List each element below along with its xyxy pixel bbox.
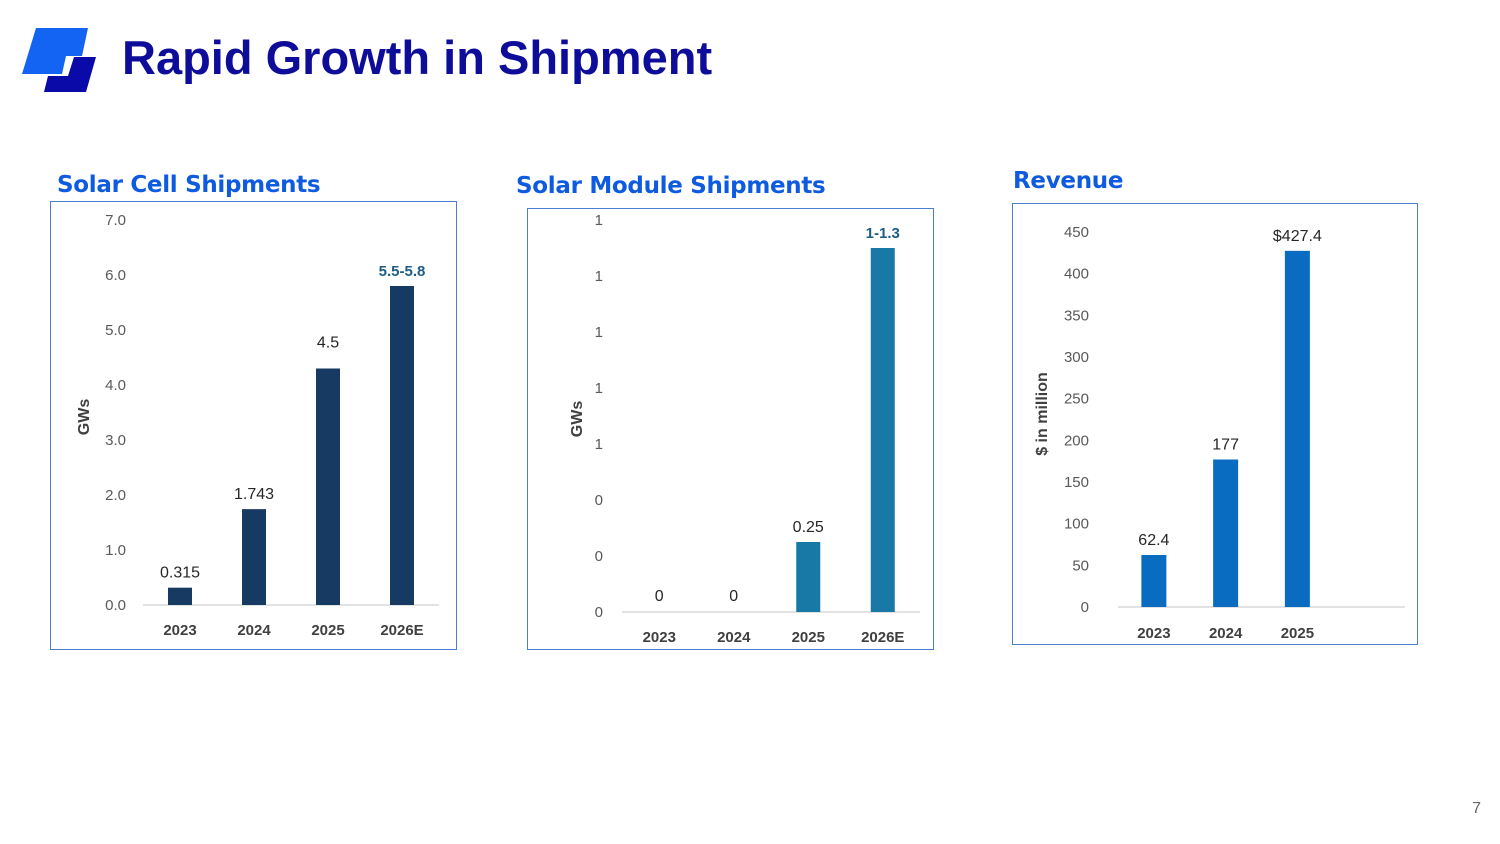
revenue-chart: 0 50 100 150 200 250 300 350 400 450 $ in million 6… bbox=[1012, 203, 1418, 645]
bar-2024 bbox=[242, 509, 266, 605]
y-tick-label: 1.0 bbox=[105, 542, 126, 559]
company-logo-icon bbox=[22, 28, 96, 92]
solar-module-chart-title: Solar Module Shipments bbox=[516, 173, 826, 199]
logo-upper-shape bbox=[22, 28, 88, 74]
solar-cell-chart: 0.0 1.0 2.0 3.0 4.0 5.0 6.0 7.0 GWs 0.315 2023 1.74… bbox=[50, 201, 457, 650]
y-axis-title: GWs bbox=[569, 401, 586, 438]
y-tick-label: 1 bbox=[595, 212, 603, 229]
data-label: 0.315 bbox=[160, 565, 200, 582]
data-label: 177 bbox=[1212, 437, 1239, 454]
y-tick-label: 1 bbox=[595, 324, 603, 341]
solar-module-chart: 0 0 0 1 1 1 1 1 GWs 0 2023 0 2024 0.25 2025 1-1.3 2026E bbox=[527, 208, 934, 650]
data-label: 4.5 bbox=[317, 335, 339, 352]
bar-2023 bbox=[168, 587, 192, 605]
data-label: 0.25 bbox=[793, 519, 824, 536]
y-tick-label: 0 bbox=[595, 548, 603, 565]
data-label: $427.4 bbox=[1273, 228, 1322, 245]
y-tick-label: 100 bbox=[1064, 516, 1089, 533]
y-tick-label: 0 bbox=[595, 604, 603, 621]
x-tick-label: 2026E bbox=[380, 622, 423, 639]
data-label: 0 bbox=[729, 588, 738, 605]
x-tick-label: 2025 bbox=[1281, 625, 1314, 642]
solar-module-chart-svg: 0 0 0 1 1 1 1 1 GWs 0 2023 0 2024 0.25 2025 1-1.3 2026E bbox=[569, 212, 920, 646]
y-tick-label: 0 bbox=[1081, 599, 1089, 616]
page-number: 7 bbox=[1472, 800, 1481, 817]
bar-2026e bbox=[870, 248, 895, 612]
page-title: Rapid Growth in Shipment bbox=[122, 31, 713, 84]
data-label: 0 bbox=[655, 588, 664, 605]
logo-lower-shape bbox=[44, 57, 96, 92]
solar-cell-chart-svg: 0.0 1.0 2.0 3.0 4.0 5.0 6.0 7.0 GWs 0.315 2023 1.74… bbox=[76, 212, 439, 639]
x-tick-label: 2025 bbox=[311, 622, 344, 639]
data-label: 5.5-5.8 bbox=[379, 263, 426, 280]
y-tick-label: 1 bbox=[595, 380, 603, 397]
y-axis-title: GWs bbox=[76, 399, 93, 436]
data-label: 1.743 bbox=[234, 486, 274, 503]
y-tick-label: 150 bbox=[1064, 474, 1089, 491]
y-tick-label: 400 bbox=[1064, 266, 1089, 283]
x-tick-label: 2023 bbox=[1137, 625, 1170, 642]
data-label: 1-1.3 bbox=[866, 225, 900, 242]
bar-2026e bbox=[390, 286, 414, 605]
x-tick-label: 2026E bbox=[861, 629, 904, 646]
x-tick-label: 2024 bbox=[1209, 625, 1243, 642]
bar-2024 bbox=[1213, 459, 1239, 607]
y-tick-label: 2.0 bbox=[105, 487, 126, 504]
y-tick-label: 5.0 bbox=[105, 322, 126, 339]
y-tick-label: 3.0 bbox=[105, 432, 126, 449]
revenue-chart-title: Revenue bbox=[1013, 168, 1124, 194]
y-tick-label: 450 bbox=[1064, 224, 1089, 241]
x-tick-label: 2024 bbox=[237, 622, 271, 639]
bar-2025 bbox=[796, 542, 821, 612]
revenue-chart-svg: 0 50 100 150 200 250 300 350 400 450 $ in million 6… bbox=[1034, 224, 1405, 642]
y-tick-label: 0 bbox=[595, 492, 603, 509]
y-tick-label: 350 bbox=[1064, 307, 1089, 324]
y-tick-label: 1 bbox=[595, 436, 603, 453]
x-tick-label: 2023 bbox=[163, 622, 196, 639]
y-tick-label: 4.0 bbox=[105, 377, 126, 394]
x-tick-label: 2025 bbox=[792, 629, 825, 646]
y-tick-label: 300 bbox=[1064, 349, 1089, 366]
bar-2025 bbox=[316, 368, 340, 605]
x-tick-label: 2024 bbox=[717, 629, 751, 646]
bar-2023 bbox=[1141, 555, 1167, 607]
y-tick-label: 0.0 bbox=[105, 597, 126, 614]
y-tick-label: 250 bbox=[1064, 391, 1089, 408]
data-label: 62.4 bbox=[1138, 532, 1169, 549]
y-tick-label: 1 bbox=[595, 268, 603, 285]
y-tick-label: 7.0 bbox=[105, 212, 126, 229]
x-tick-label: 2023 bbox=[643, 629, 676, 646]
y-tick-label: 6.0 bbox=[105, 267, 126, 284]
y-axis-title: $ in million bbox=[1034, 372, 1051, 456]
y-tick-label: 50 bbox=[1072, 557, 1089, 574]
bar-2025 bbox=[1284, 250, 1310, 608]
solar-cell-chart-title: Solar Cell Shipments bbox=[57, 172, 321, 198]
y-tick-label: 200 bbox=[1064, 432, 1089, 449]
